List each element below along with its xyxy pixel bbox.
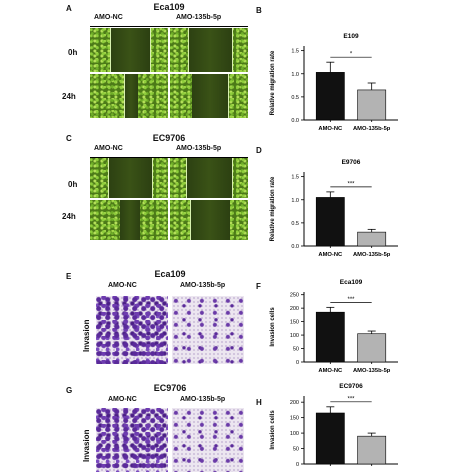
y-tick-label: 1.5 bbox=[291, 49, 299, 55]
panel-a-title: Eca109 bbox=[153, 2, 185, 12]
panel-c-header: AMO-NC AMO-135b-5p bbox=[90, 145, 248, 158]
panel-a-row2-label: 24h bbox=[62, 92, 76, 101]
panel-label-h: H bbox=[256, 398, 262, 407]
y-tick-label: 100 bbox=[290, 333, 299, 339]
panel-g-col1-label: AMO-NC bbox=[108, 396, 137, 403]
panel-c-title: EC9706 bbox=[152, 133, 186, 143]
invasion-image-e-nc bbox=[96, 296, 168, 364]
panel-label-c: C bbox=[66, 134, 72, 143]
significance-marker: *** bbox=[347, 297, 355, 303]
chart-title: Eca109 bbox=[340, 279, 363, 286]
invasion-image-g-amo bbox=[172, 408, 244, 472]
panel-e-col2-label: AMO-135b-5p bbox=[180, 282, 226, 289]
y-tick-label: 0 bbox=[296, 462, 299, 468]
panel-e-title: Eca109 bbox=[154, 269, 186, 279]
panel-label-e: E bbox=[66, 272, 72, 281]
x-tick-label: AMO-135b-5p bbox=[353, 368, 391, 374]
wound-image-c-nc-0h bbox=[90, 158, 168, 198]
wound-image-a-nc-24h bbox=[90, 74, 168, 118]
panel-c-row2-label: 24h bbox=[62, 212, 76, 221]
panel-c-row1-label: 0h bbox=[68, 180, 78, 189]
panel-label-g: G bbox=[66, 386, 73, 395]
bar-amo-nc bbox=[315, 412, 345, 465]
y-tick-label: 0.0 bbox=[291, 118, 299, 124]
y-tick-label: 250 bbox=[290, 293, 299, 299]
invasion-image-g-nc bbox=[96, 408, 168, 472]
panel-g-row-label: Invasion bbox=[82, 429, 91, 462]
panel-c-col2-label: AMO-135b-5p bbox=[176, 145, 222, 152]
wound-image-a-amo-0h bbox=[170, 28, 248, 72]
panel-label-b: B bbox=[256, 6, 262, 15]
significance-marker: *** bbox=[347, 396, 355, 402]
bar-chart-d: E9706 Relative migration rate 0.0 0.5 1.0 1.5… bbox=[270, 159, 398, 258]
y-tick-label: 0 bbox=[296, 360, 299, 366]
panel-a-header: AMO-NC AMO-135b-5p bbox=[90, 14, 248, 27]
panel-e-header: AMO-NC AMO-135b-5p bbox=[96, 282, 244, 294]
panel-e-col1-label: AMO-NC bbox=[108, 282, 137, 289]
bar-amo-nc bbox=[315, 72, 345, 121]
bar-chart-b: E109 Relative migration rate 0.0 0.5 1.0 1.5 A… bbox=[270, 33, 398, 132]
significance-marker: * bbox=[350, 52, 353, 58]
wound-image-c-amo-24h bbox=[170, 200, 248, 240]
y-tick-label: 0.0 bbox=[291, 244, 299, 250]
y-tick-label: 0.5 bbox=[291, 221, 299, 227]
y-axis-label: Relative migration rate bbox=[270, 176, 276, 241]
y-axis-label: Invasion cells bbox=[270, 410, 276, 450]
panel-g-title: EC9706 bbox=[153, 383, 187, 393]
chart-title: E9706 bbox=[342, 159, 361, 166]
wound-image-c-amo-0h bbox=[170, 158, 248, 198]
panel-a-row1-label: 0h bbox=[68, 48, 78, 57]
y-tick-label: 1.0 bbox=[291, 72, 299, 78]
bar-amo-nc bbox=[315, 197, 345, 247]
y-tick-label: 150 bbox=[290, 416, 299, 422]
panel-g-col2-label: AMO-135b-5p bbox=[180, 396, 226, 403]
chart-title: EC9706 bbox=[339, 383, 363, 390]
y-tick-label: 200 bbox=[290, 400, 299, 406]
bar-amo-135b-5p bbox=[357, 231, 387, 247]
wound-image-c-nc-24h bbox=[90, 200, 168, 240]
wound-image-a-nc-0h bbox=[90, 28, 168, 72]
y-axis-label: Invasion cells bbox=[270, 307, 276, 347]
panel-e-row-label: Invasion bbox=[82, 319, 91, 352]
panel-a-col2-label: AMO-135b-5p bbox=[176, 14, 222, 21]
x-tick-label: AMO-NC bbox=[318, 126, 343, 132]
panel-label-f: F bbox=[256, 282, 261, 291]
bar-amo-135b-5p bbox=[357, 333, 387, 363]
y-tick-label: 200 bbox=[290, 306, 299, 312]
y-tick-label: 1.0 bbox=[291, 198, 299, 204]
significance-marker: *** bbox=[347, 181, 355, 187]
bar-chart-h: EC9706 Invasion cells 0 50 100 150 200 *** bbox=[270, 383, 398, 468]
x-tick-label: AMO-135b-5p bbox=[353, 126, 391, 132]
x-tick-label: AMO-NC bbox=[318, 252, 343, 258]
y-tick-label: 50 bbox=[293, 347, 299, 353]
y-tick-label: 100 bbox=[290, 431, 299, 437]
y-axis-label: Relative migration rate bbox=[270, 50, 276, 115]
y-tick-label: 1.5 bbox=[291, 175, 299, 181]
panel-c-col1-label: AMO-NC bbox=[94, 145, 123, 152]
bar-amo-135b-5p bbox=[357, 89, 387, 121]
y-tick-label: 0.5 bbox=[291, 95, 299, 101]
y-tick-label: 150 bbox=[290, 320, 299, 326]
panel-label-a: A bbox=[66, 4, 72, 13]
panel-g-header: AMO-NC AMO-135b-5p bbox=[96, 396, 244, 408]
panel-label-d: D bbox=[256, 146, 262, 155]
x-tick-label: AMO-NC bbox=[318, 368, 343, 374]
bar-amo-nc bbox=[315, 311, 345, 363]
chart-title: E109 bbox=[343, 33, 359, 40]
wound-image-a-amo-24h bbox=[170, 74, 248, 118]
bar-amo-135b-5p bbox=[357, 435, 387, 465]
panel-a-col1-label: AMO-NC bbox=[94, 14, 123, 21]
y-tick-label: 50 bbox=[293, 447, 299, 453]
x-tick-label: AMO-135b-5p bbox=[353, 252, 391, 258]
bar-chart-f: Eca109 Invasion cells 0 50 100 150 200 250 AMO-N… bbox=[270, 279, 398, 374]
invasion-image-e-amo bbox=[172, 296, 244, 364]
